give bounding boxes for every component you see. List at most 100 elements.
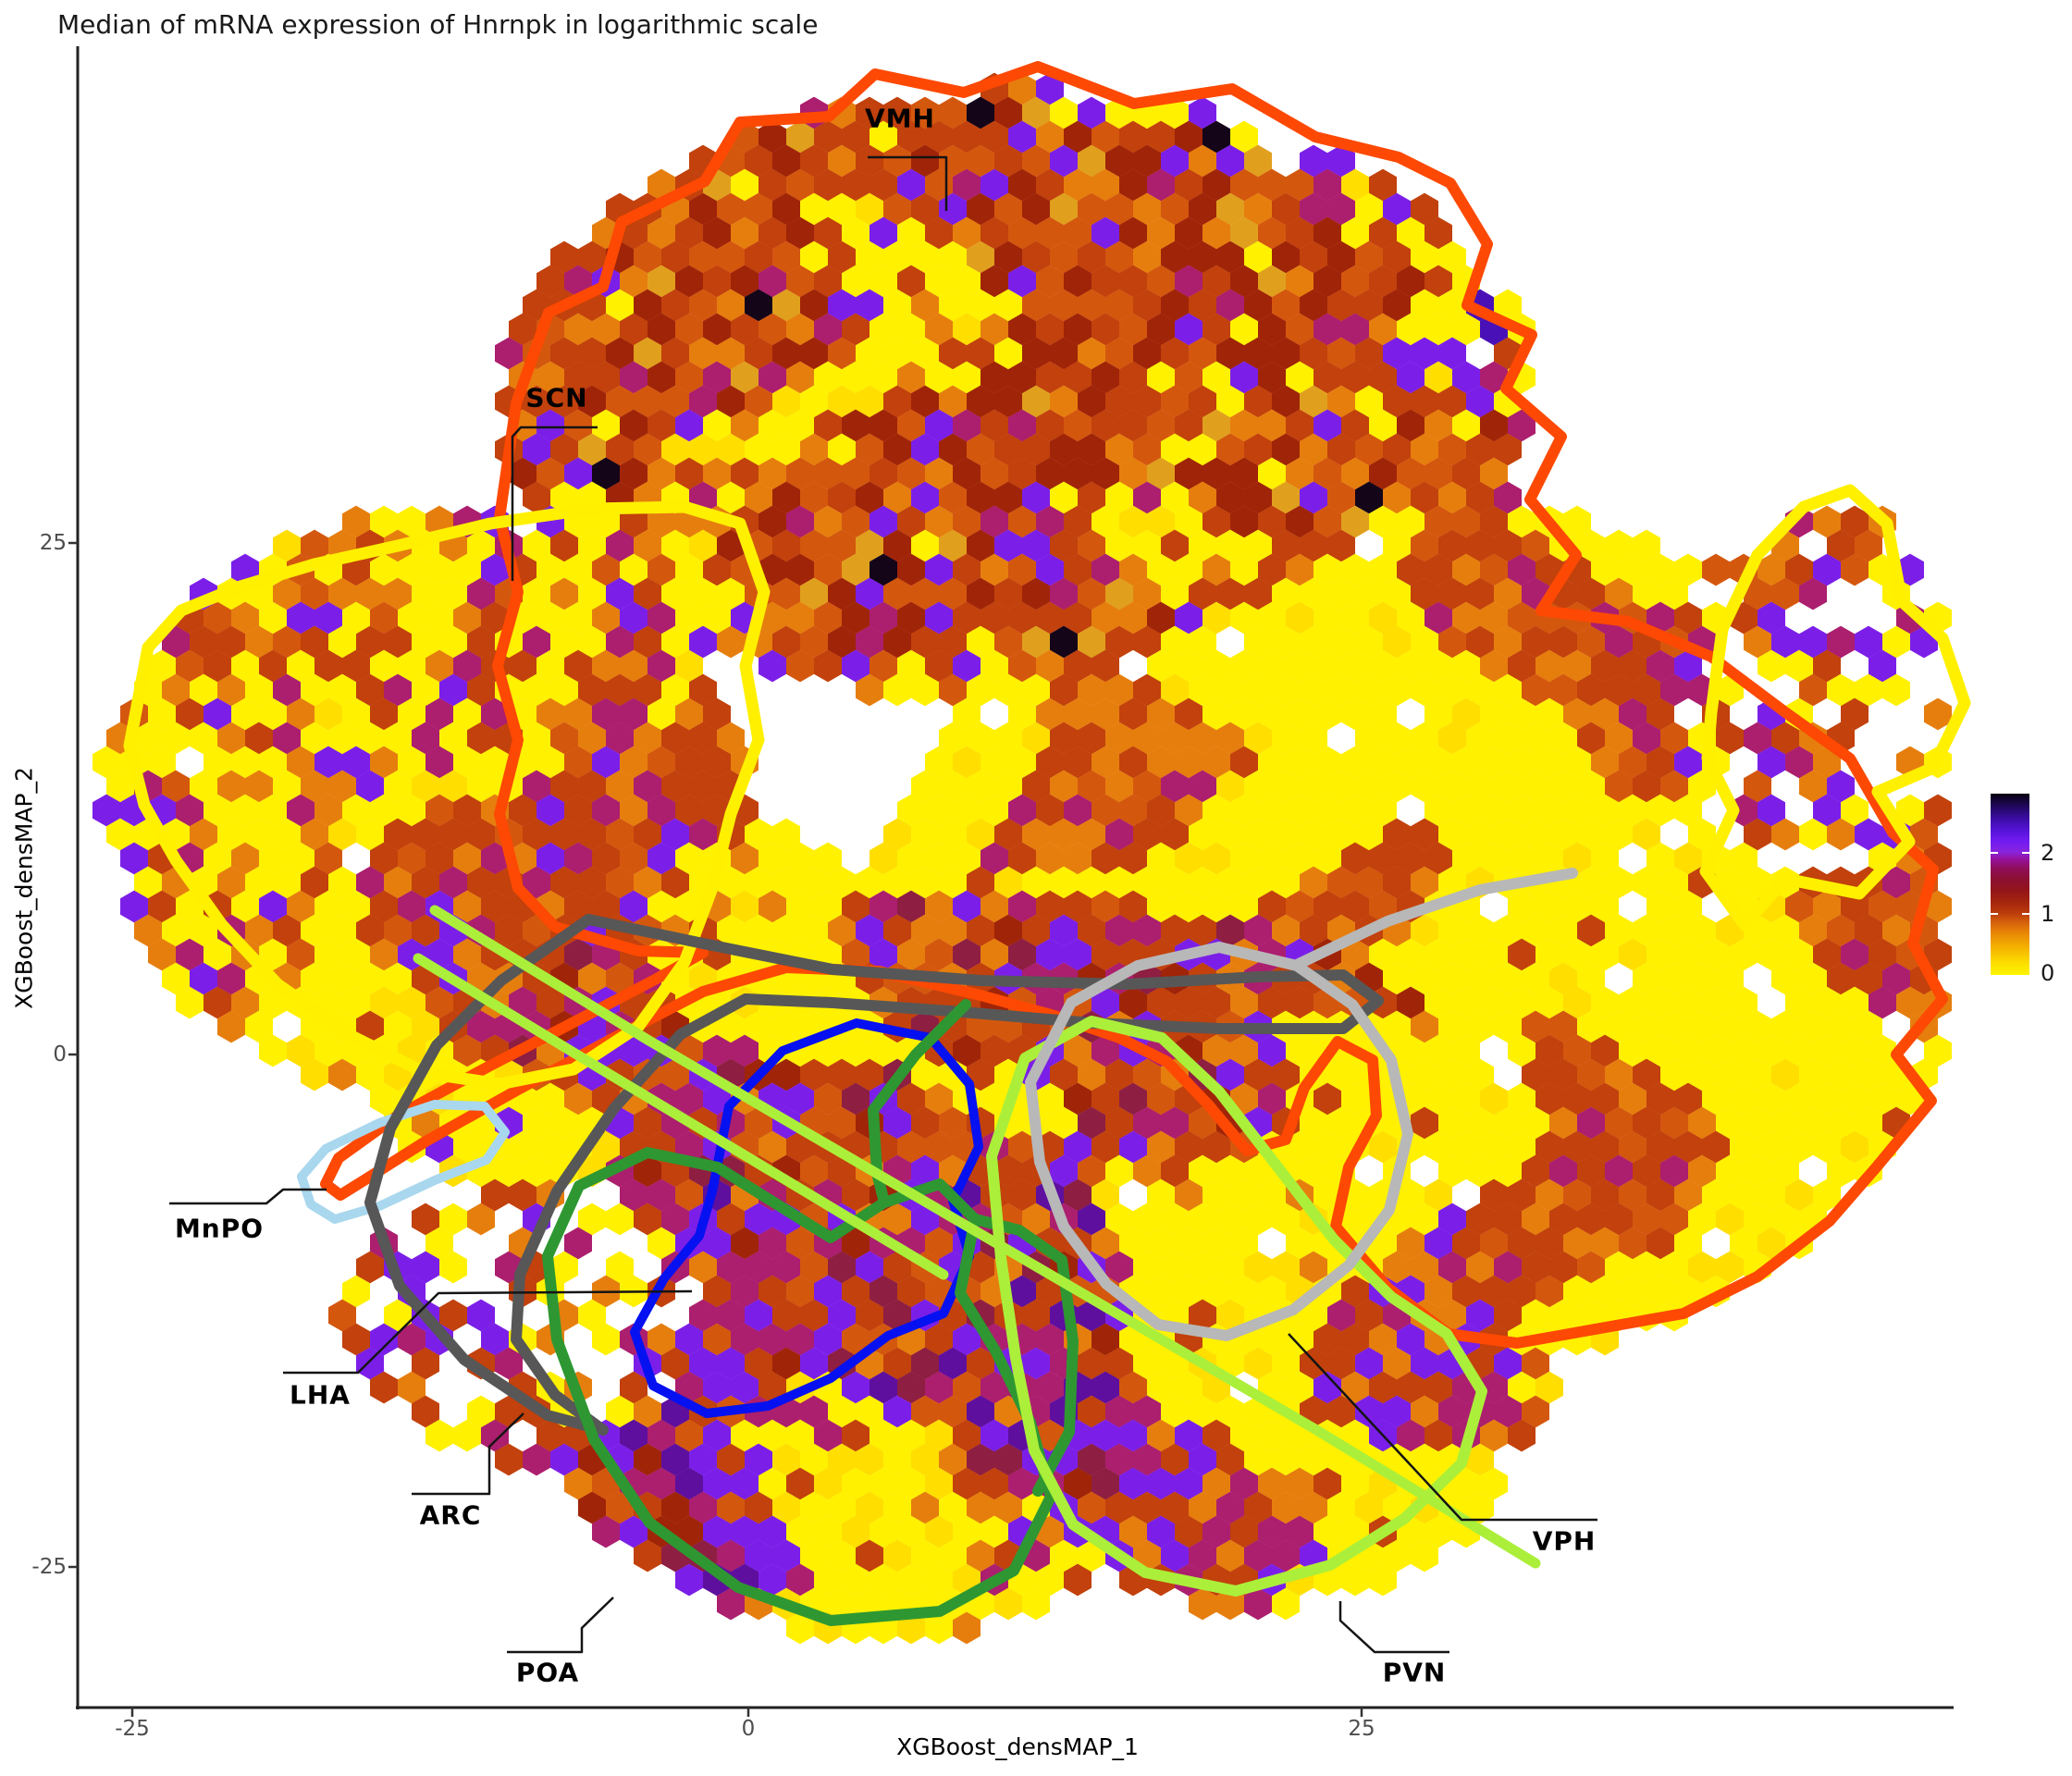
hex-cell [786, 505, 814, 538]
hex-cell [1522, 625, 1549, 659]
hex-cell [120, 890, 148, 923]
hex-cell [745, 192, 772, 226]
hex-cell [1577, 770, 1605, 803]
hex-cell [1730, 842, 1758, 875]
hex-cell [1022, 818, 1050, 851]
hex-cell [1369, 938, 1397, 971]
hex-cell [897, 794, 925, 827]
hex-cell [1522, 1299, 1549, 1332]
hex-cell [967, 240, 994, 274]
hex-cell [1758, 794, 1785, 827]
hex-cell [717, 1299, 745, 1332]
hex-cell [925, 216, 953, 250]
hex-cell [1300, 673, 1327, 707]
hex-cell [245, 673, 273, 707]
hex-cell [731, 361, 758, 394]
hex-cell [1369, 842, 1397, 875]
hex-cell [870, 409, 897, 442]
hex-cell [897, 1130, 925, 1164]
hex-cell [911, 433, 939, 466]
hex-cell [772, 385, 800, 418]
hex-cell [1216, 481, 1244, 514]
hex-cell [994, 673, 1022, 707]
hex-cell [1314, 794, 1341, 827]
hex-cell [1133, 1251, 1161, 1284]
hex-cell [1092, 1419, 1119, 1452]
hex-cell [1577, 1058, 1605, 1092]
hex-cell [1674, 1275, 1702, 1308]
hex-cell [1369, 1371, 1397, 1404]
region-label-lha: LHA [290, 1379, 351, 1411]
hex-cell [1536, 1371, 1563, 1404]
hex-cell [842, 553, 870, 586]
hex-cell [1813, 1178, 1841, 1212]
hex-cell [1189, 673, 1216, 707]
hex-cell [1286, 986, 1314, 1019]
hex-cell [1633, 1106, 1660, 1140]
hex-cell [1036, 120, 1064, 154]
hex-cell [564, 890, 592, 923]
hex-cell [1300, 240, 1327, 274]
hex-cell [1216, 192, 1244, 226]
hex-cell [1383, 481, 1411, 514]
hex-cell [856, 914, 883, 947]
hex-cell [1036, 649, 1064, 683]
hex-cell [731, 1034, 758, 1067]
hex-cell [1050, 337, 1078, 370]
hex-cell [1258, 265, 1286, 298]
hex-cell [1258, 409, 1286, 442]
hex-cell [439, 866, 467, 899]
hex-cell [481, 1323, 509, 1356]
hex-cell [1397, 361, 1424, 394]
hex-cell [717, 577, 745, 610]
hex-cell [1230, 265, 1258, 298]
hex-cell [1494, 962, 1522, 995]
hex-cell [1605, 625, 1633, 659]
hex-cell [1452, 505, 1480, 538]
hex-cell [1536, 697, 1563, 731]
hex-cell [980, 1034, 1008, 1067]
hex-cell [1563, 1275, 1591, 1308]
hex-cell [1161, 1443, 1189, 1476]
hex-cell [1841, 505, 1868, 538]
hex-cell [703, 697, 731, 731]
hex-cell [1327, 1347, 1355, 1380]
hex-cell [1327, 1299, 1355, 1332]
hex-cell [1341, 1563, 1369, 1597]
hex-cell [911, 529, 939, 562]
hex-cell [467, 818, 495, 851]
hex-cell [1466, 722, 1494, 755]
hex-cell [814, 1419, 842, 1452]
hex-cell [190, 914, 217, 947]
hex-cell [980, 457, 1008, 490]
topright-lobe-outline [1699, 484, 1971, 931]
hex-cell [1424, 216, 1452, 250]
hex-cell [897, 938, 925, 971]
hex-cell [953, 746, 980, 779]
hex-cell [1522, 770, 1549, 803]
hex-cell [1355, 192, 1383, 226]
hex-cell [370, 553, 398, 586]
hex-cell [689, 289, 717, 322]
hex-cell [1133, 1491, 1161, 1524]
hex-cell [994, 337, 1022, 370]
hex-cell [1216, 1491, 1244, 1524]
hex-cell [120, 842, 148, 875]
hex-cell [1078, 722, 1105, 755]
hex-cell [287, 890, 314, 923]
hex-cell [217, 962, 245, 995]
hex-cell [925, 1227, 953, 1260]
hex-cell [842, 1178, 870, 1212]
hex-cell [245, 818, 273, 851]
leader-vmh [868, 155, 948, 211]
hex-cell [1424, 1034, 1452, 1067]
hex-cell [1105, 1491, 1133, 1524]
hex-cell [786, 1563, 814, 1597]
hex-cell [800, 1395, 828, 1428]
hex-cell [1008, 553, 1036, 586]
hex-cell [245, 722, 273, 755]
hex-cell [1202, 168, 1230, 202]
hex-cell [1397, 938, 1424, 971]
hex-cell [564, 794, 592, 827]
